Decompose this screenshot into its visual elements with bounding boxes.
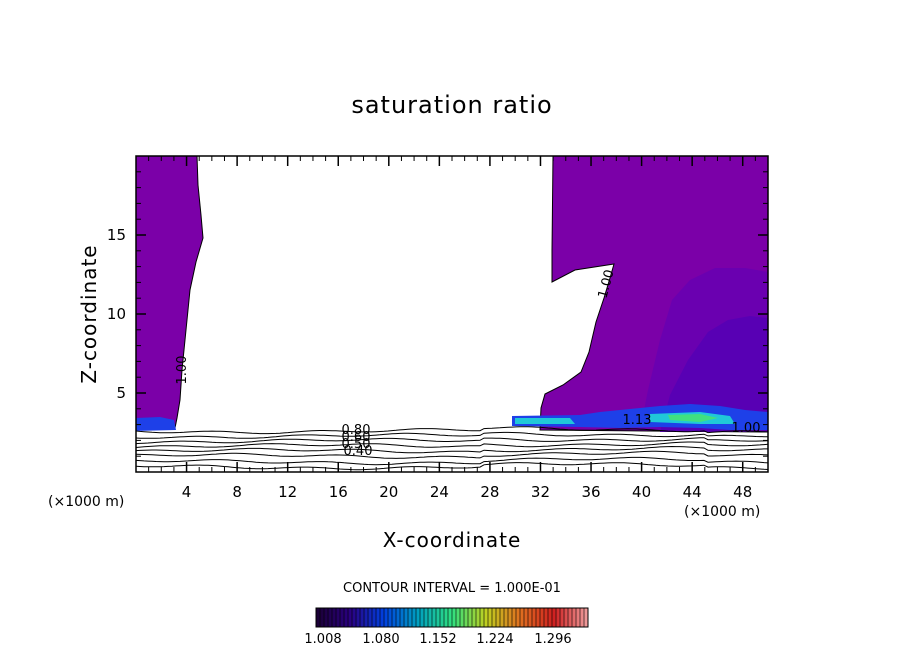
contour-label: 1.00: [175, 356, 190, 385]
x-tick-label: 28: [480, 483, 499, 501]
low-level-green-band: [668, 414, 718, 422]
y-tick-label: 15: [107, 226, 126, 244]
contour-label: 1.00: [732, 421, 761, 436]
contour-label: 0.50: [342, 437, 371, 452]
y-tick-label: 10: [107, 305, 126, 323]
chart-title: saturation ratio: [351, 91, 552, 119]
x-tick-label: 40: [632, 483, 651, 501]
contour-interval-text: CONTOUR INTERVAL = 1.000E-01: [343, 581, 561, 596]
contour-label: 0.40: [344, 444, 373, 459]
y-tick-label: 5: [116, 384, 126, 402]
x-tick-labels: 4 8 12 16 20 24 28 32 36 40 44 48: [182, 483, 752, 501]
y-tick-labels: 5 10 15: [107, 226, 126, 402]
x-tick-label: 12: [278, 483, 297, 501]
contour-line: [136, 441, 768, 448]
x-tick-label: 8: [232, 483, 242, 501]
contour-line: [136, 426, 768, 435]
plot-area: [136, 156, 768, 472]
x-tick-label: 20: [379, 483, 398, 501]
colorbar-tick-labels: 1.008 1.080 1.152 1.224 1.296: [304, 632, 571, 647]
x-tick-label: 32: [531, 483, 550, 501]
colorbar-tick-label: 1.152: [419, 632, 456, 647]
contour-label: 0.80: [342, 423, 371, 438]
x-tick-label: 16: [329, 483, 348, 501]
x-tick-label: 24: [430, 483, 449, 501]
contour-line: [136, 437, 768, 445]
y-axis-label: Z-coordinate: [77, 244, 101, 383]
contour-line: [136, 456, 768, 466]
axis-ticks: [136, 156, 768, 472]
x-tick-label: 4: [182, 483, 192, 501]
x-tick-label: 48: [733, 483, 752, 501]
x-axis-label: X-coordinate: [383, 528, 522, 552]
contour-label: 1.13: [623, 413, 652, 428]
contour-label: 1.00: [596, 268, 618, 300]
colorbar-tick-label: 1.224: [476, 632, 513, 647]
colorbar-segments: [315, 608, 589, 627]
colorbar-tick-label: 1.296: [534, 632, 571, 647]
x-origin-unit: (×1000 m): [48, 494, 124, 510]
left-blue-patch: [136, 417, 176, 431]
left-saturation-region: [136, 156, 204, 431]
contour-line: [136, 431, 768, 439]
contour-line: [136, 445, 768, 454]
contour-labels: 1.00 1.00 0.80 0.60 0.50 0.40 1.13 1.00: [175, 268, 760, 459]
x-tick-label: 44: [683, 483, 702, 501]
x-axis-unit: (×1000 m): [684, 504, 760, 520]
colorbar-tick-label: 1.080: [362, 632, 399, 647]
contour-line: [136, 450, 768, 459]
colorbar-tick-label: 1.008: [304, 632, 341, 647]
x-tick-label: 36: [581, 483, 600, 501]
contour-label: 0.60: [342, 430, 371, 445]
contour-lines: [136, 426, 768, 471]
colorbar: [315, 607, 589, 628]
